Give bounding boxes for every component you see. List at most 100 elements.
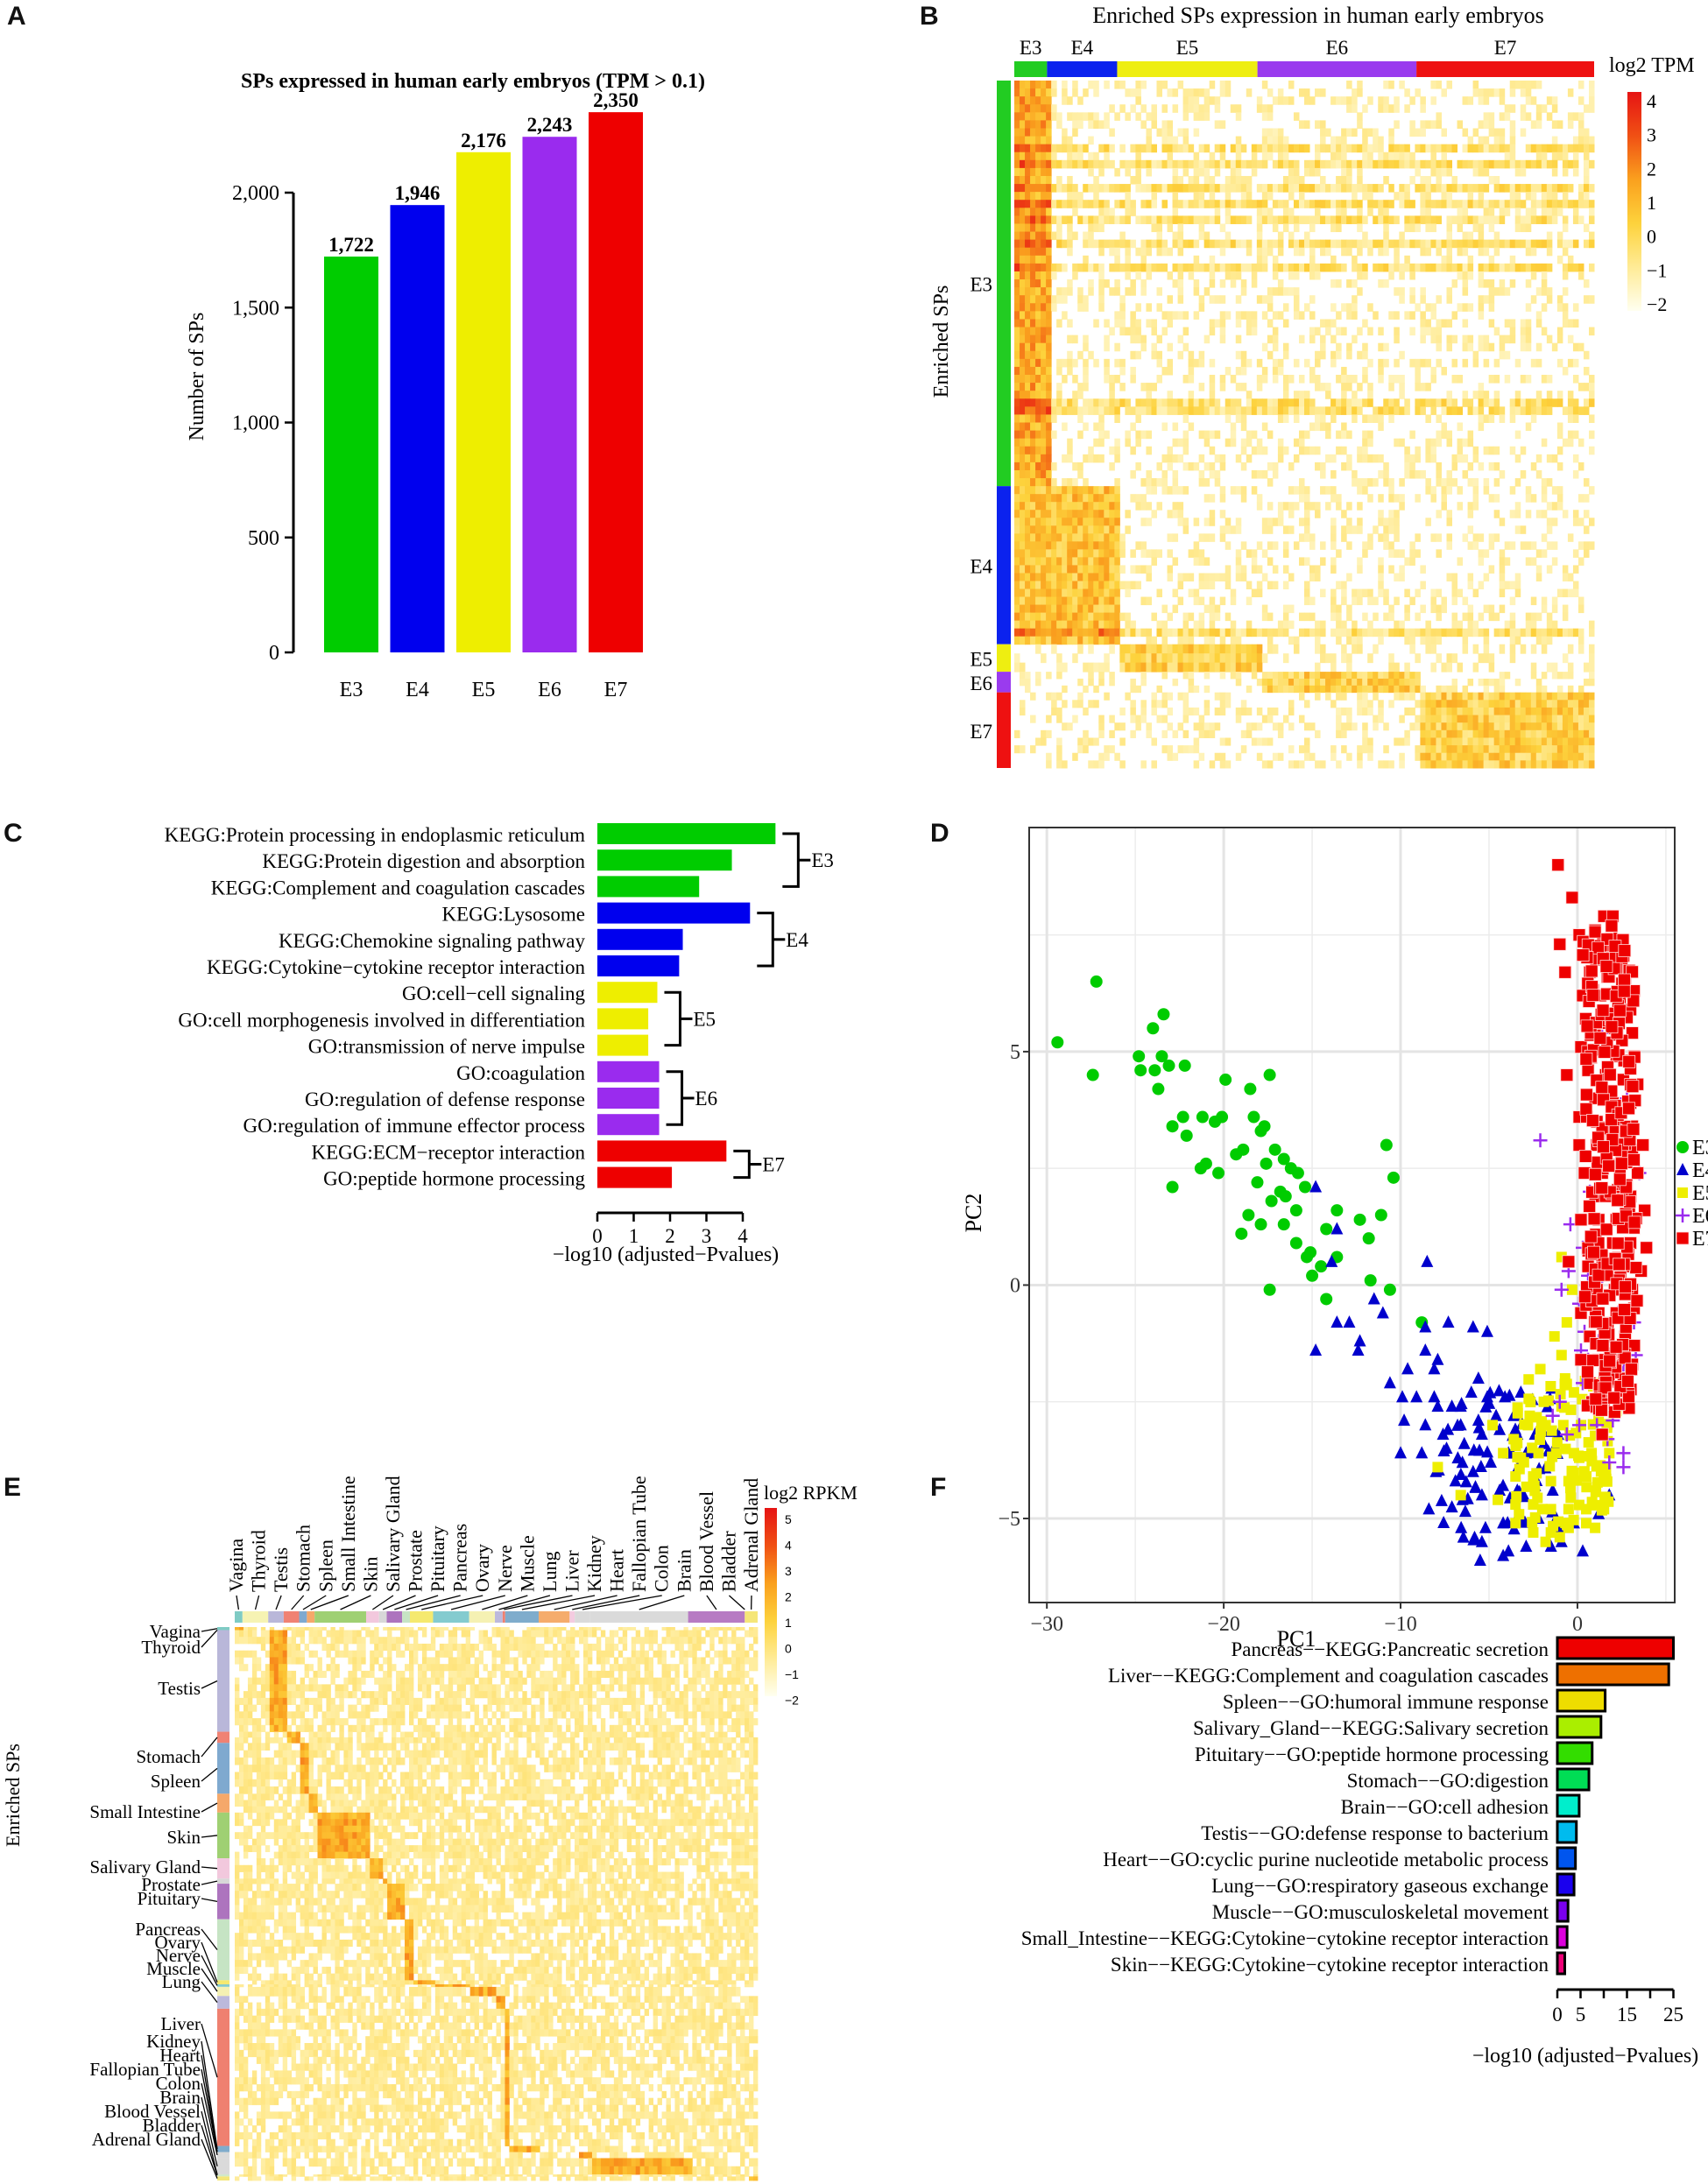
heatmap-cell — [1499, 208, 1506, 216]
point-circle — [1263, 1283, 1276, 1296]
heatmap-cell — [1041, 636, 1047, 645]
heatmap-cell — [1240, 311, 1247, 320]
heatmap-cell — [1415, 745, 1421, 754]
heatmap-cell — [1394, 335, 1400, 344]
heatmap-cell — [1093, 541, 1099, 550]
heatmap-cell — [1415, 588, 1421, 598]
heatmap-cell — [1357, 628, 1363, 638]
heatmap-cell — [1488, 112, 1495, 121]
heatmap-cell — [1209, 391, 1216, 399]
category-label: KEGG:Lysosome — [441, 904, 585, 926]
heatmap-cell — [1014, 414, 1020, 423]
heatmap-cell — [1067, 525, 1073, 534]
heatmap-cell — [1383, 279, 1389, 288]
heatmap-cell — [1446, 144, 1453, 153]
heatmap-cell — [1056, 541, 1062, 550]
heatmap-cell — [1567, 319, 1574, 328]
heatmap-cell — [1304, 144, 1310, 153]
heatmap-cell — [1135, 662, 1141, 673]
heatmap-cell — [1467, 231, 1474, 241]
heatmap-cell — [1446, 541, 1453, 550]
heatmap-cell — [1214, 184, 1221, 193]
heatmap-cell — [1182, 628, 1189, 638]
heatmap-cell — [1530, 144, 1537, 153]
heatmap-cell — [1472, 541, 1479, 550]
heatmap-cell — [1014, 461, 1020, 471]
heatmap-cell — [1256, 722, 1263, 731]
heatmap-cell — [1436, 175, 1442, 185]
heatmap-cell — [1472, 588, 1479, 598]
heatmap-cell — [1399, 271, 1405, 280]
heatmap-cell — [1114, 486, 1120, 495]
heatmap-cell — [1214, 752, 1221, 761]
heatmap-cell — [1025, 175, 1031, 185]
heatmap-cell — [1272, 255, 1279, 264]
heatmap-cell — [1203, 685, 1210, 694]
heatmap-cell — [1240, 662, 1247, 673]
heatmap-cell — [1146, 636, 1152, 645]
heatmap-cell — [1493, 136, 1500, 145]
heatmap-cell — [1462, 128, 1469, 137]
heatmap-cell — [1388, 184, 1394, 193]
y-tick-label: 1,000 — [232, 412, 279, 435]
heatmap-cell — [1041, 461, 1047, 471]
heatmap-cell — [1146, 722, 1152, 731]
heatmap-cell — [1214, 120, 1221, 129]
point-triangle — [1437, 1516, 1450, 1529]
category-label: GO:cell morphogenesis involved in differ… — [178, 1009, 585, 1031]
bar-e3 — [324, 256, 378, 652]
heatmap-cell — [1020, 342, 1026, 352]
heatmap-cell — [1188, 104, 1195, 113]
heatmap-cell — [1135, 88, 1141, 97]
heatmap-cell — [1373, 722, 1379, 731]
heatmap-cell — [1072, 200, 1078, 208]
heatmap-cell — [1088, 628, 1094, 638]
heatmap-cell — [1056, 223, 1062, 233]
heatmap-cell — [1267, 760, 1274, 769]
heatmap-cell — [1272, 96, 1279, 105]
heatmap-cell — [1567, 358, 1574, 368]
heatmap-cell — [1514, 406, 1521, 415]
heatmap-cell — [1051, 581, 1057, 590]
heatmap-cell — [1488, 715, 1495, 723]
heatmap-cell — [1030, 358, 1036, 368]
point-triangle — [1461, 1491, 1474, 1504]
heatmap-cell — [1567, 707, 1574, 716]
heatmap-cell — [1404, 398, 1410, 407]
heatmap-cell — [1172, 438, 1179, 447]
heatmap-cell — [1309, 263, 1316, 272]
heatmap-cell — [1583, 239, 1590, 249]
heatmap-cell — [1378, 565, 1384, 574]
heatmap-cell — [1383, 525, 1389, 534]
heatmap-cell — [1293, 398, 1300, 407]
column-group-label: E3 — [1020, 37, 1042, 59]
heatmap-cell — [1293, 406, 1300, 415]
heatmap-cell — [1583, 175, 1590, 185]
heatmap-cell — [1177, 295, 1184, 304]
heatmap-cell — [1051, 573, 1057, 581]
heatmap-cell — [1114, 406, 1120, 415]
heatmap-cell — [1219, 494, 1226, 503]
heatmap-cell — [1478, 398, 1485, 407]
heatmap-cell — [1067, 192, 1073, 201]
heatmap-cell — [1046, 692, 1052, 701]
heatmap-cell — [1341, 398, 1347, 407]
heatmap-cell — [1504, 263, 1511, 272]
heatmap-cell — [1462, 144, 1469, 153]
heatmap-cell — [1336, 760, 1342, 769]
heatmap-cell — [1014, 366, 1020, 376]
heatmap-cell — [1535, 358, 1542, 368]
heatmap-cell — [1420, 722, 1426, 731]
heatmap-cell — [1367, 752, 1373, 761]
heatmap-cell — [1420, 715, 1426, 723]
heatmap-cell — [1083, 662, 1089, 673]
heatmap-cell — [1530, 358, 1537, 368]
heatmap-cell — [1425, 175, 1431, 185]
heatmap-cell — [1114, 184, 1120, 193]
heatmap-cell — [1020, 672, 1026, 680]
heatmap-cell — [1188, 662, 1195, 673]
heatmap-cell — [1315, 422, 1321, 432]
heatmap-cell — [1056, 406, 1062, 415]
heatmap-cell — [1472, 358, 1479, 368]
heatmap-cell — [1525, 96, 1532, 105]
